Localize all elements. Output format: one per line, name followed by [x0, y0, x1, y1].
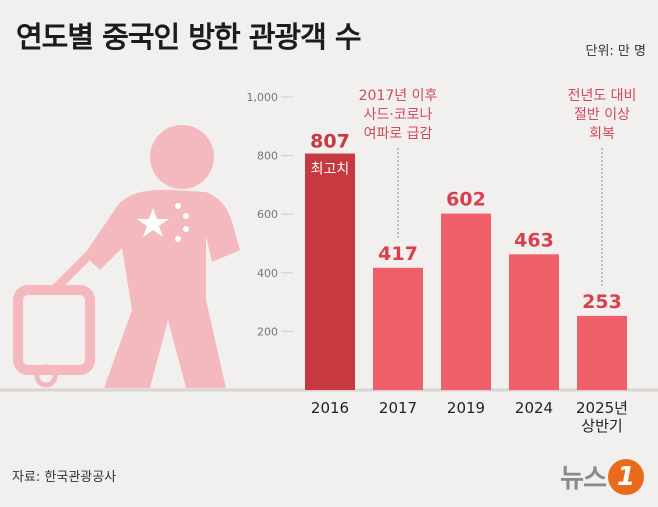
data-label: 807	[310, 131, 350, 153]
x-tick-label: 2024	[515, 399, 553, 417]
annotation-text: 절반 이상	[574, 107, 630, 123]
logo-mark: 1	[608, 458, 644, 495]
y-tick-label: 800	[257, 150, 278, 163]
bar	[373, 267, 423, 390]
bar	[577, 315, 627, 390]
y-tick-label: 200	[257, 325, 278, 338]
y-tick-label: 600	[257, 208, 278, 221]
bar	[441, 213, 491, 390]
annotation-text: 사드·코로나	[364, 107, 433, 123]
data-label: 602	[446, 189, 486, 211]
bar	[305, 153, 355, 390]
data-label: 463	[514, 229, 554, 251]
x-tick-label: 상반기	[581, 417, 622, 435]
flag-stars	[137, 203, 189, 242]
unit-label: 단위: 만 명	[585, 44, 647, 59]
y-tick-label: 1,000	[247, 91, 279, 104]
bar	[509, 254, 559, 390]
annotation-text: 전년도 대비	[568, 88, 637, 104]
source-label: 자료: 한국관광공사	[12, 470, 117, 485]
news1-logo: 뉴스 1	[560, 458, 644, 495]
x-tick-label: 2016	[311, 399, 349, 417]
chart-title: 연도별 중국인 방한 관광객 수	[16, 20, 362, 54]
annotation-text: 회복	[589, 126, 615, 142]
logo-text: 뉴스	[560, 464, 607, 494]
data-label: 253	[582, 291, 622, 313]
annotation-text: 여파로 급감	[364, 126, 433, 142]
x-tick-label: 2017	[379, 399, 417, 417]
highlight-label: 최고치	[311, 162, 350, 178]
annotation-text: 2017년 이후	[359, 88, 438, 104]
traveler-illustration	[13, 125, 240, 388]
x-tick-label: 2025년	[576, 399, 628, 417]
x-tick-label: 2019	[447, 399, 485, 417]
y-tick-label: 400	[257, 267, 278, 280]
data-label: 417	[378, 243, 418, 265]
